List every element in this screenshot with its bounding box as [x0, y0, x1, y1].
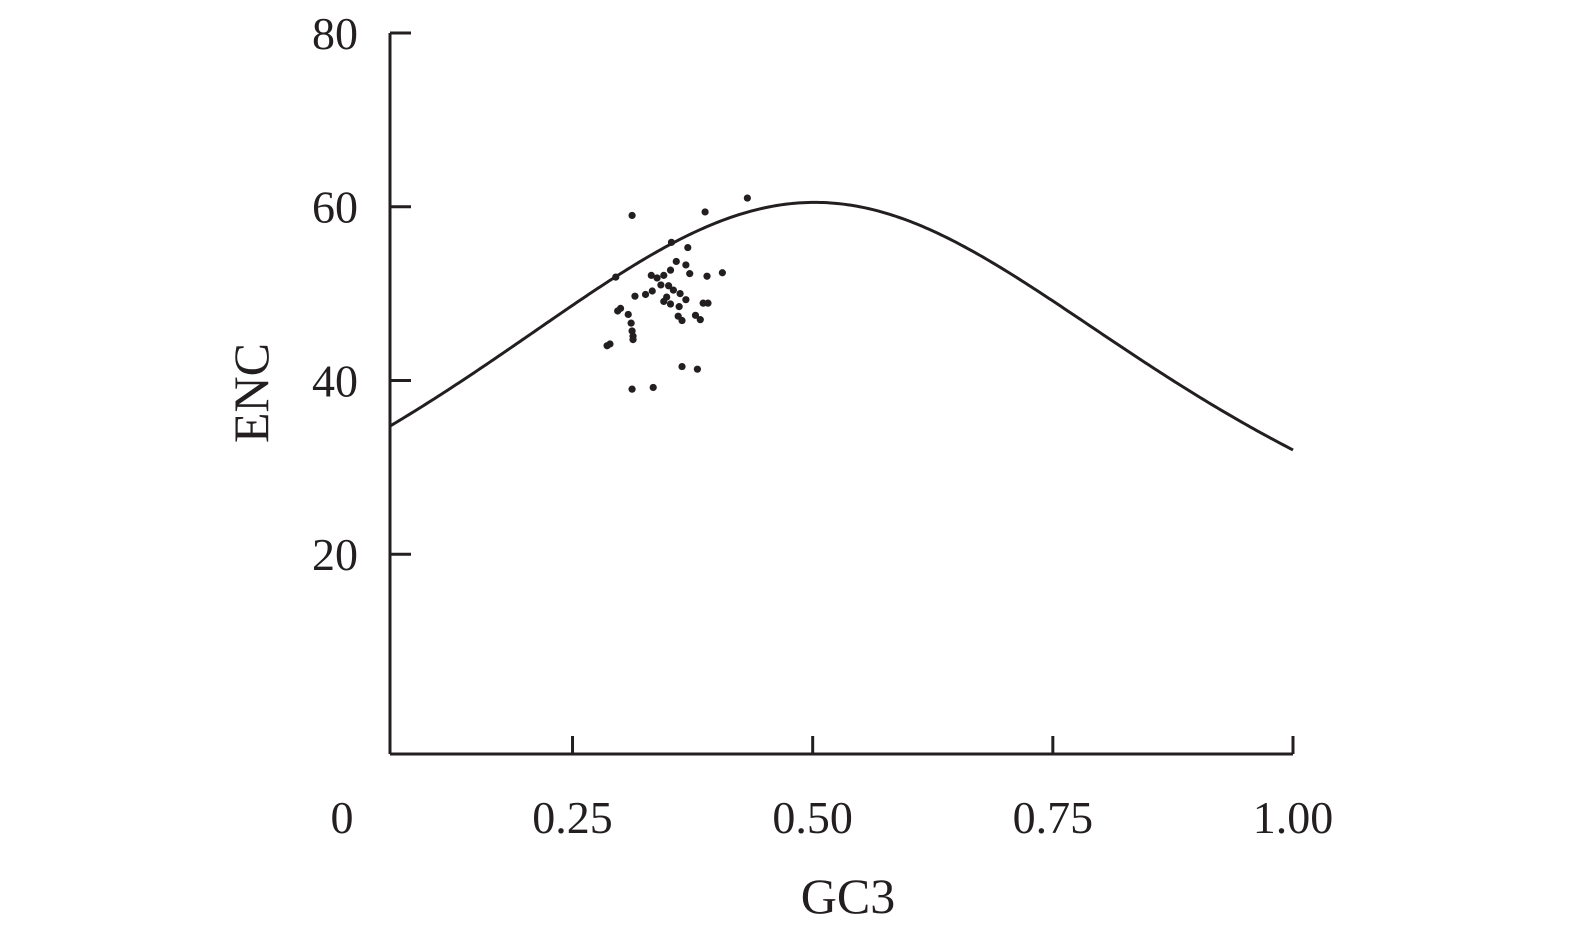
data-point [628, 211, 636, 220]
x-tick-label: 1.00 [1253, 792, 1334, 843]
data-point [686, 270, 694, 278]
data-point [629, 336, 637, 344]
data-point [624, 310, 632, 319]
data-point [704, 299, 712, 307]
data-point [718, 269, 726, 277]
data-point [627, 319, 635, 327]
data-point [678, 362, 686, 371]
data-point [666, 300, 675, 308]
data-point [696, 316, 704, 324]
data-point [682, 296, 690, 304]
x-tick-label: 0.75 [1013, 792, 1094, 843]
data-point [612, 273, 620, 281]
data-point [648, 287, 656, 295]
data-point [641, 290, 650, 299]
data-point [667, 238, 676, 246]
y-axis-title: ENC [223, 343, 279, 443]
data-point [669, 286, 677, 294]
y-tick-label: 60 [312, 182, 358, 233]
x-axis-title: GC3 [801, 868, 895, 924]
scatter-points [603, 194, 751, 393]
y-ticks: 20 40 60 80 [312, 8, 411, 580]
data-point [653, 274, 661, 282]
data-point [614, 307, 622, 315]
data-point [693, 365, 702, 373]
data-point [675, 303, 683, 311]
origin-label: 0 [331, 792, 354, 843]
data-point [628, 385, 636, 393]
axes [388, 33, 1293, 756]
data-point [649, 383, 657, 392]
y-tick-label: 20 [312, 529, 358, 580]
x-tick-label: 0.50 [772, 792, 853, 843]
data-point [631, 292, 639, 300]
data-point [647, 271, 655, 279]
data-point [678, 316, 686, 325]
expected-enc-curve [389, 200, 1294, 452]
data-point [701, 208, 709, 216]
data-point [657, 281, 665, 289]
x-tick-label: 0.25 [532, 792, 613, 843]
data-point [672, 257, 680, 266]
data-point [691, 311, 700, 319]
data-point [603, 342, 611, 350]
x-ticks: 0.25 0.50 0.75 1.00 [532, 736, 1333, 843]
data-point [660, 297, 668, 306]
data-point [743, 194, 751, 202]
data-point [664, 282, 673, 290]
data-point [660, 271, 668, 279]
data-point [676, 290, 684, 298]
y-tick-label: 40 [312, 355, 358, 406]
data-point [682, 261, 690, 269]
data-point [684, 243, 692, 252]
y-tick-label: 80 [312, 8, 358, 59]
data-point [666, 266, 675, 274]
data-point [703, 272, 711, 280]
